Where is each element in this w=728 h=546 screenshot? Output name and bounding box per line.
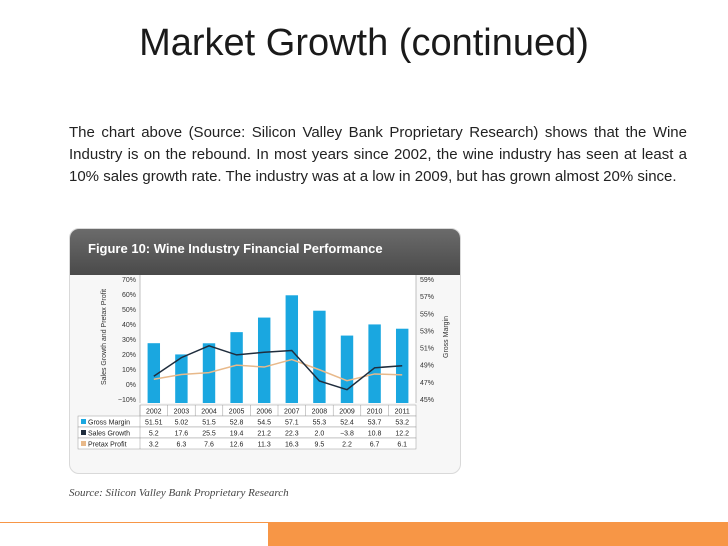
table-cell-value: 22.3 — [285, 431, 299, 438]
pretax-profit-line — [153, 358, 403, 382]
right-axis-tick-label: 57% — [420, 294, 434, 301]
x-tick-label: 2002 — [146, 409, 162, 416]
left-axis-tick-label: 30% — [122, 337, 136, 344]
table-cell-value: 10.8 — [368, 431, 382, 438]
right-axis-tick-label: 53% — [420, 328, 434, 335]
right-axis-tick-label: 59% — [420, 277, 434, 284]
table-cell-value: 21.2 — [257, 431, 271, 438]
table-cell-value: 7.6 — [204, 442, 214, 449]
figure-header: Figure 10: Wine Industry Financial Perfo… — [70, 229, 460, 275]
right-axis-title: Gross Margin — [443, 316, 450, 358]
left-axis-tick-label: 40% — [122, 322, 136, 329]
table-cell-value: 16.3 — [285, 442, 299, 449]
right-axis-tick-label: 55% — [420, 311, 434, 318]
x-tick-label: 2004 — [201, 409, 217, 416]
x-tick-label: 2007 — [284, 409, 300, 416]
table-cell-value: 53.2 — [395, 420, 409, 427]
table-cell-value: 2.0 — [315, 431, 325, 438]
table-row-bg — [77, 437, 417, 450]
table-cell-value: 11.3 — [258, 442, 271, 449]
right-axis-tick-label: 51% — [420, 346, 434, 353]
x-tick-label: 2005 — [229, 409, 245, 416]
table-cell-value: 3.2 — [149, 442, 159, 449]
table-cell-value: 12.2 — [395, 431, 409, 438]
chart: 70% 60% 50% 40% 30% 20% 10% 0% −10% 59% 57% 55% 53% 5… — [77, 275, 450, 450]
table-cell-value: 6.1 — [397, 442, 407, 449]
table-cell-value: 51.5 — [202, 420, 216, 427]
left-axis-tick-label: 10% — [122, 367, 136, 374]
left-axis-tick-label: 50% — [122, 307, 136, 314]
legend-entry: Gross Margin — [88, 420, 130, 427]
table-cell-value: 5.02 — [175, 420, 189, 427]
table-cell-value: 19.4 — [230, 431, 244, 438]
legend-swatch — [81, 441, 86, 446]
table-cell-value: 17.6 — [175, 431, 189, 438]
table-cell-value: 57.1 — [285, 420, 299, 427]
left-axis-tick-label: 70% — [122, 277, 136, 284]
left-axis-tick-label: 60% — [122, 292, 136, 299]
slide-title: Market Growth (continued) — [139, 22, 589, 64]
table-cell-value: 5.2 — [149, 431, 159, 438]
table-cell-value: 52.4 — [340, 420, 354, 427]
x-tick-label: 2006 — [256, 409, 272, 416]
table-cell-value: 51.51 — [145, 420, 163, 427]
body-paragraph: The chart above (Source: Silicon Valley … — [69, 124, 687, 185]
table-cell-value: 12.6 — [230, 442, 244, 449]
right-axis-tick-label: 47% — [420, 380, 434, 387]
x-tick-label: 2008 — [312, 409, 328, 416]
table-cell-value: 54.5 — [257, 420, 271, 427]
left-axis-tick-label: 0% — [126, 382, 136, 389]
table-cell-value: 53.7 — [368, 420, 382, 427]
gross-margin-bar — [230, 332, 243, 403]
left-axis-tick-label: 20% — [122, 352, 136, 359]
footer-left-outline — [0, 522, 268, 546]
legend-swatch — [81, 419, 86, 424]
left-axis-title: Sales Growth and Pretax Profit — [101, 289, 108, 385]
table-cell-value: 9.5 — [315, 442, 325, 449]
right-axis-tick-label: 45% — [420, 397, 434, 404]
footer-bar — [0, 522, 728, 546]
x-tick-label: 2009 — [339, 409, 355, 416]
table-cell-value: 55.3 — [313, 420, 327, 427]
x-tick-label: 2010 — [367, 409, 383, 416]
table-cell-value: −3.8 — [340, 431, 354, 438]
gross-margin-bar — [340, 335, 354, 403]
gross-margin-bar — [368, 324, 381, 403]
table-cell-value: 52.8 — [230, 420, 244, 427]
legend-entry: Pretax Profit — [88, 442, 127, 449]
left-axis-tick-label: −10% — [118, 397, 136, 404]
table-cell-value: 2.2 — [342, 442, 352, 449]
x-tick-label: 2003 — [174, 409, 190, 416]
table-cell-value: 6.3 — [177, 442, 187, 449]
legend-entry: Sales Growth — [88, 431, 130, 438]
source-note: Source: Silicon Valley Bank Proprietary … — [69, 487, 289, 499]
sales-growth-line — [153, 344, 403, 391]
legend-swatch — [81, 430, 86, 435]
gross-margin-bar — [313, 310, 326, 403]
figure-title: Figure 10: Wine Industry Financial Perfo… — [88, 241, 383, 256]
x-tick-label: 2011 — [395, 409, 410, 416]
figure-panel: Figure 10: Wine Industry Financial Perfo… — [69, 228, 461, 474]
gross-margin-bar — [175, 354, 188, 403]
footer-accent — [268, 522, 728, 546]
gross-margin-bar — [257, 317, 271, 403]
right-axis-tick-label: 49% — [420, 363, 434, 370]
gross-margin-bar — [285, 295, 299, 403]
table-cell-value: 25.5 — [202, 431, 216, 438]
gross-margin-bar — [147, 343, 161, 403]
footer-left — [0, 522, 268, 546]
table-cell-value: 6.7 — [370, 442, 380, 449]
